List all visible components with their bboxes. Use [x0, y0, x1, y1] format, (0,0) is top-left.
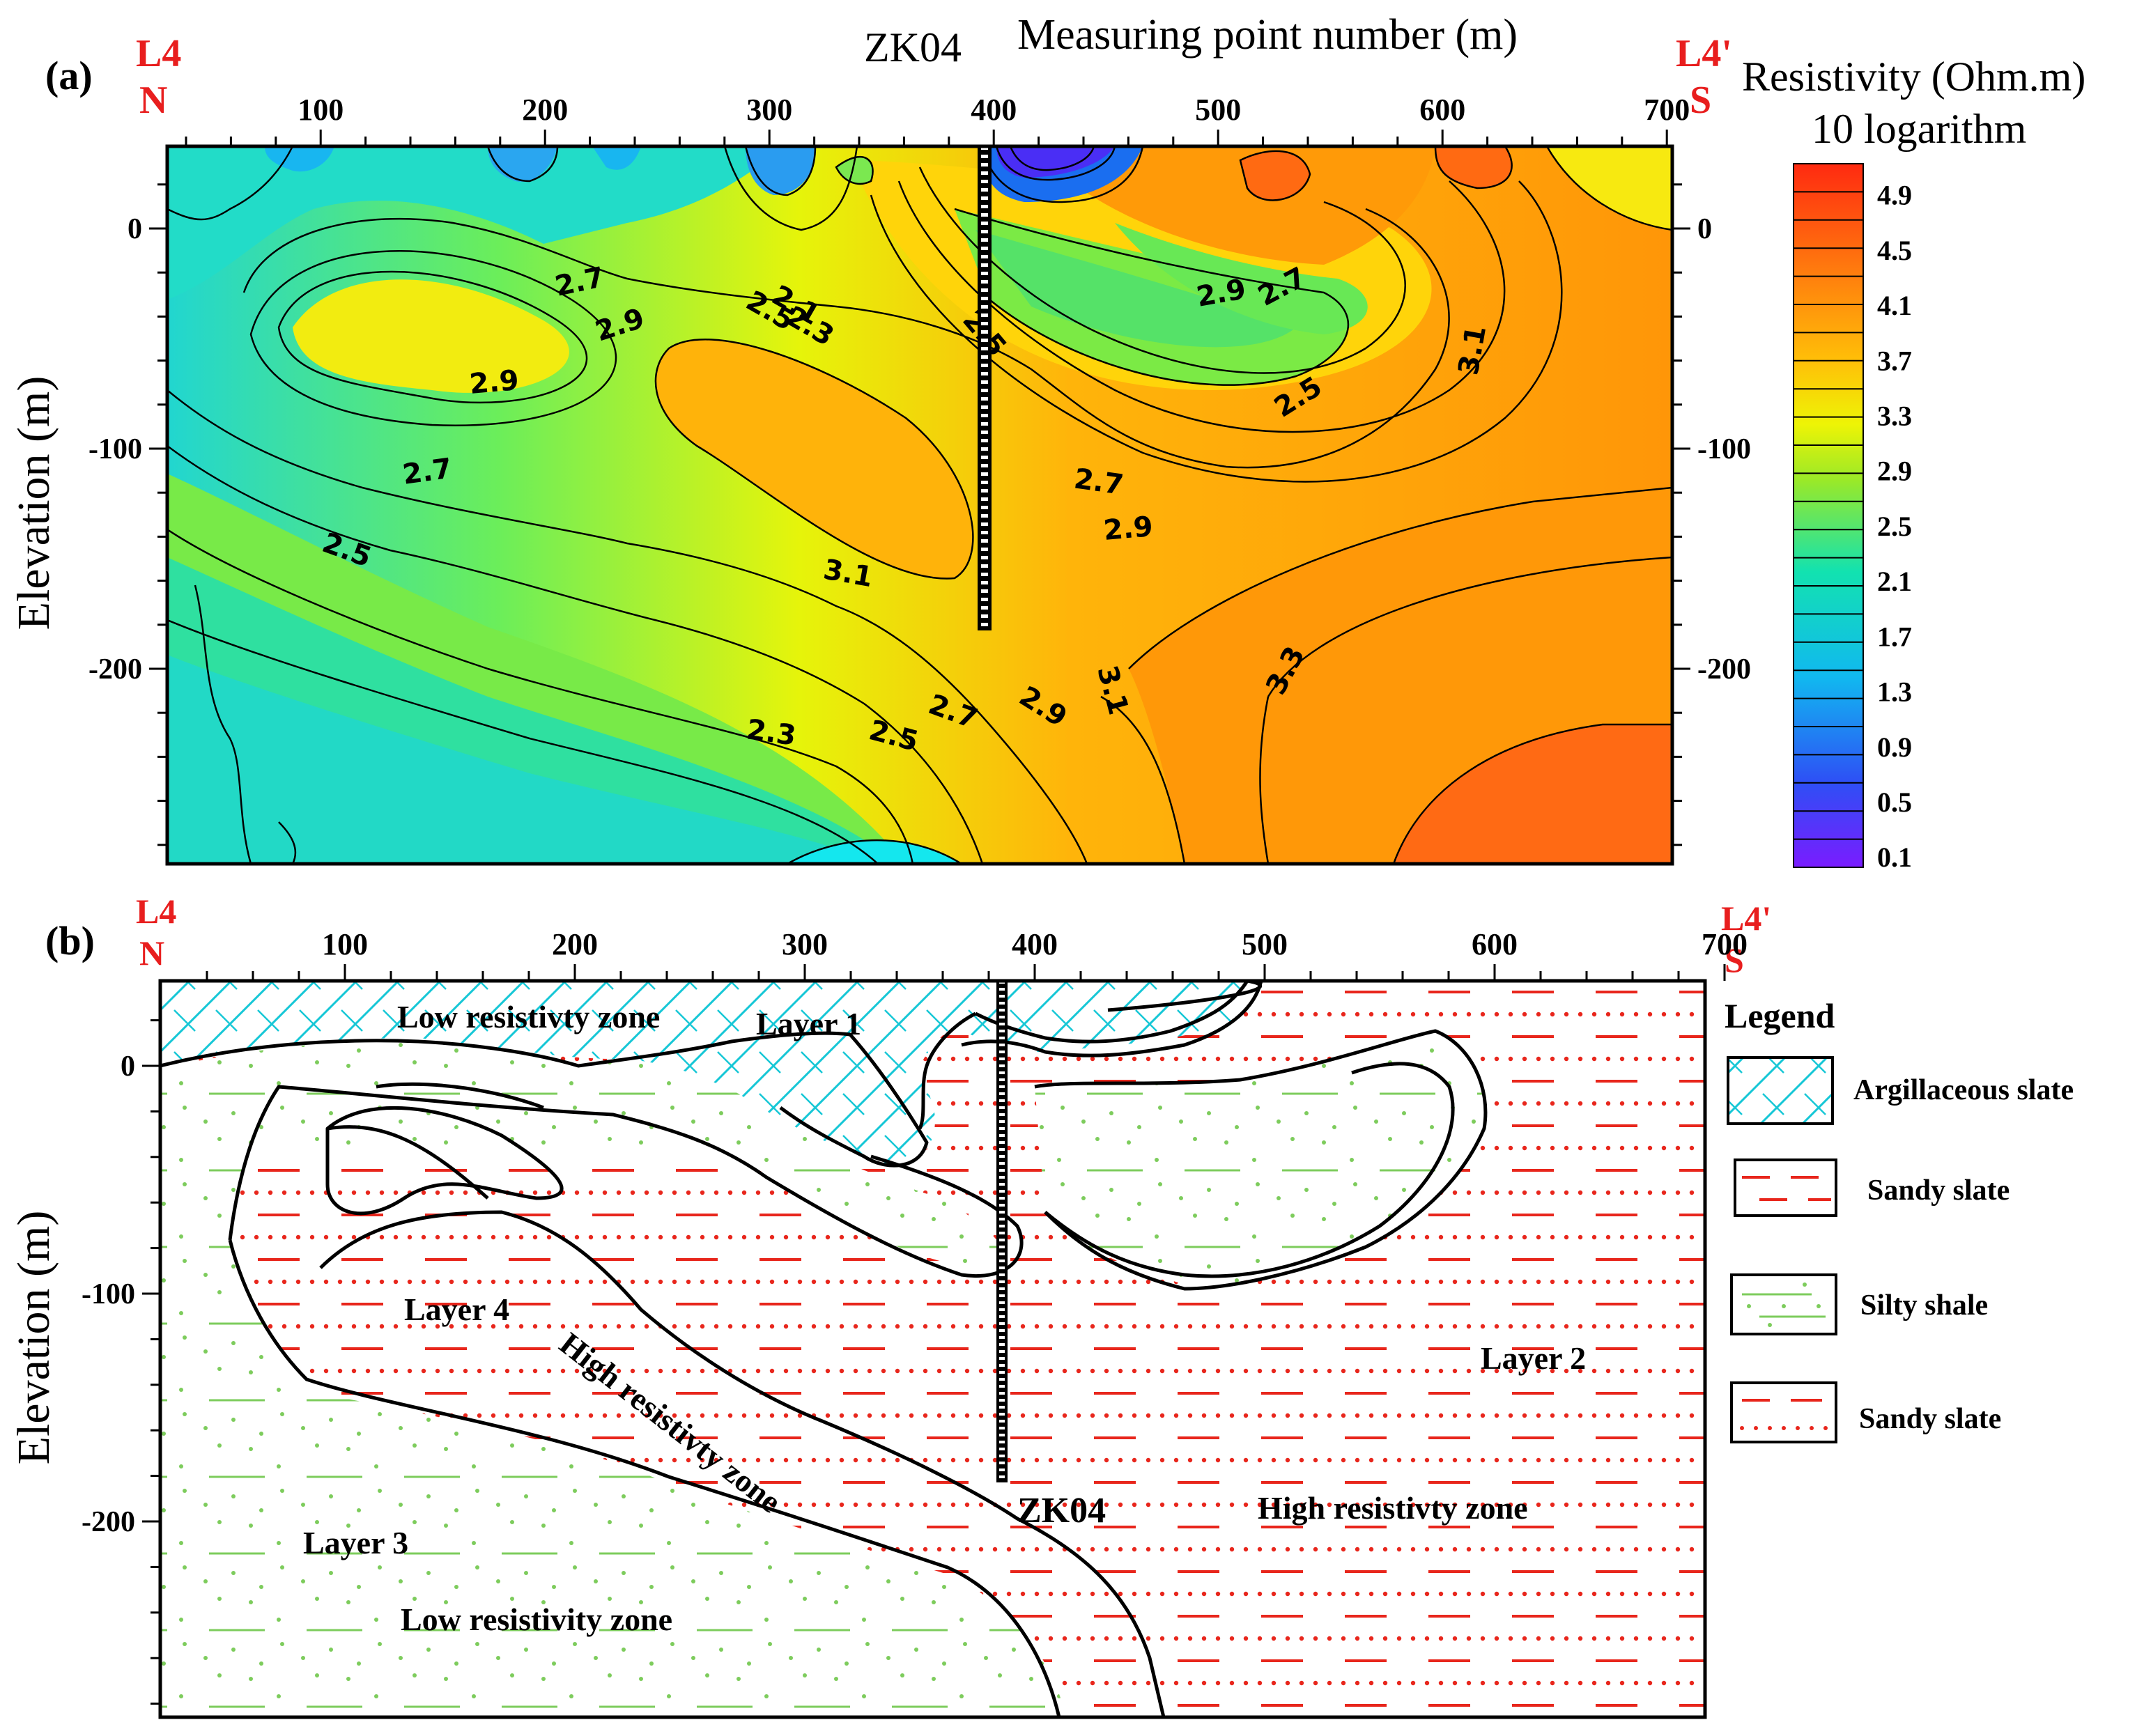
- geology-map: [160, 981, 1705, 1717]
- panel-b-y-axis-title: Elevation (m): [8, 1211, 59, 1465]
- legend-label-argillaceous-slate: Argillaceous slate: [1853, 1074, 2074, 1106]
- x-tick-label: 700: [1644, 93, 1690, 127]
- colorbar-tick-label: 2.5: [1877, 511, 1912, 542]
- x-tick-label: 100: [322, 927, 368, 961]
- annotation-layer1: Layer 1: [756, 1006, 861, 1041]
- legend-swatch-sandy-slate-dashed: [1734, 1158, 1837, 1217]
- colorbar-tick-label: 3.7: [1877, 345, 1912, 376]
- panel-b-borehole-label: ZK04: [1017, 1491, 1106, 1530]
- colorbar-tick-label: 4.1: [1877, 290, 1912, 321]
- legend-silty-pattern: [1742, 1293, 1826, 1318]
- colorbar-tick-label: 0.9: [1877, 731, 1912, 763]
- legend: Legend Argillaceous slate Sandy slate Si…: [1725, 996, 2074, 1443]
- colorbar-title: Resistivity (Ohm.m): [1742, 54, 2085, 100]
- x-tick-label: 200: [522, 93, 568, 127]
- x-tick-label: 100: [298, 93, 344, 127]
- y-tick-label: -100: [82, 1278, 135, 1310]
- x-tick-label: 200: [552, 927, 598, 961]
- panel-b-right-direction: S: [1725, 940, 1744, 979]
- colorbar-tick-label: 1.7: [1877, 621, 1912, 652]
- panel-b-axes: 100 200 300 400 500 600 700 0 -100 -200: [82, 927, 1748, 1705]
- colorbar-ticks: 4.9 4.5 4.1 3.7 3.3 2.9 2.5 2.1 1.7 1.3 0.9 0.5 0.1: [1794, 163, 1912, 873]
- panel-a-axes: 100 200 300 400 500 600 700 0 0 -100 -100 -200 -200: [88, 93, 1751, 846]
- panel-b-right-line: L4': [1721, 899, 1771, 938]
- contour-label: 2.7: [1072, 463, 1126, 501]
- y-tick-label-right: -100: [1697, 433, 1751, 465]
- legend-label-sandy-slate-1: Sandy slate: [1867, 1175, 2010, 1207]
- colorbar-tick-label: 0.1: [1877, 842, 1912, 873]
- panel-a-borehole-label: ZK04: [864, 24, 962, 70]
- annotation-high-zone-right: High resistivty zone: [1258, 1490, 1528, 1526]
- colorbar-tick-label: 0.5: [1877, 786, 1912, 818]
- legend-sandy-dots: [1740, 1426, 1828, 1430]
- colorbar-tick-label: 4.9: [1877, 180, 1912, 211]
- contour-map: [167, 146, 1672, 864]
- x-tick-label: 700: [1702, 927, 1748, 961]
- x-tick-label: 300: [782, 927, 828, 961]
- x-tick-label: 400: [1012, 927, 1058, 961]
- legend-label-sandy-slate-2: Sandy slate: [1859, 1403, 2001, 1435]
- panel-b-left-direction: N: [139, 933, 164, 972]
- panel-a-right-direction: S: [1690, 79, 1711, 122]
- panel-b-label: (b): [45, 918, 95, 963]
- colorbar-fill: [1793, 163, 1864, 868]
- contour-label: 2.3: [745, 713, 799, 752]
- borehole-zk04-a: [978, 146, 992, 630]
- geology-boundaries: [160, 981, 1488, 1717]
- annotation-layer2: Layer 2: [1481, 1340, 1586, 1376]
- panel-b-left-line: L4: [136, 892, 176, 931]
- colorbar-tick-label: 2.1: [1877, 566, 1912, 597]
- y-tick-label: 0: [128, 213, 142, 245]
- x-tick-label: 500: [1195, 93, 1241, 127]
- colorbar-tick-label: 2.9: [1877, 456, 1912, 487]
- y-tick-label-right: -200: [1697, 653, 1751, 685]
- colorbar-tick-label: 3.3: [1877, 400, 1912, 431]
- panel-a-left-line: L4: [136, 32, 181, 75]
- annotation-low-zone-top: Low resistivty zone: [397, 999, 660, 1034]
- y-tick-label: -200: [88, 653, 142, 685]
- y-tick-label: 0: [121, 1051, 135, 1083]
- borehole-zk04-b: [996, 981, 1008, 1482]
- x-tick-label: 300: [746, 93, 792, 127]
- legend-swatch-argillaceous-slate: [1727, 1056, 1834, 1125]
- legend-label-silty-shale: Silty shale: [1860, 1289, 1988, 1322]
- legend-dash-pattern: [1742, 1176, 1831, 1201]
- annotation-low-zone-bottom: Low resistivity zone: [401, 1602, 672, 1637]
- y-tick-label-right: 0: [1697, 213, 1712, 245]
- y-tick-label: -100: [88, 433, 142, 465]
- colorbar: 4.94.54.13.73.32.92.52.11.71.30.90.50.1 …: [1742, 54, 2085, 873]
- legend-title: Legend: [1725, 996, 1835, 1035]
- legend-swatch-sandy-slate-dotted: [1730, 1381, 1837, 1443]
- y-tick-label: -200: [82, 1506, 135, 1538]
- colorbar-tick-label: 4.5: [1877, 235, 1912, 266]
- colorbar-tick-label: 1.3: [1877, 676, 1912, 708]
- panel-a-y-axis-title: Elevation (m): [8, 376, 59, 630]
- panel-a-left-direction: N: [139, 79, 167, 122]
- panel-a-resistivity-section: (a) L4 N L4' S ZK04 Measuring point numb…: [8, 11, 2085, 873]
- panel-b-geology-section: (b) L4 N L4' S Elevation (m): [8, 892, 2074, 1719]
- annotation-layer4: Layer 4: [404, 1292, 509, 1327]
- x-tick-label: 600: [1472, 927, 1518, 961]
- panel-b-frame: [158, 979, 1707, 1719]
- colorbar-subtitle: 10 logarithm: [1812, 106, 2026, 152]
- contour-label: 2.9: [1102, 511, 1155, 547]
- x-tick-label: 500: [1242, 927, 1288, 961]
- x-tick-label: 600: [1419, 93, 1465, 127]
- x-axis-title: Measuring point number (m): [1017, 11, 1518, 59]
- contour-label: 2.9: [468, 364, 520, 401]
- legend-silty-dots: [1747, 1282, 1821, 1327]
- x-tick-label: 400: [971, 93, 1017, 127]
- annotation-layer3: Layer 3: [303, 1525, 408, 1560]
- panel-a-label: (a): [45, 53, 93, 98]
- panel-a-frame: [165, 144, 1674, 866]
- contour-label: 2.7: [401, 452, 454, 490]
- panel-a-right-line: L4': [1676, 32, 1732, 75]
